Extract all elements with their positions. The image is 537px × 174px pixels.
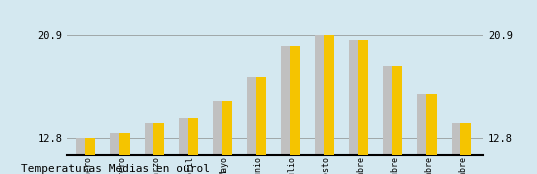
Bar <box>247 77 257 174</box>
Bar <box>290 46 300 174</box>
Text: Temperaturas Medias en ourol: Temperaturas Medias en ourol <box>21 164 211 174</box>
Bar <box>179 118 189 174</box>
Bar <box>119 133 129 174</box>
Bar <box>452 123 462 174</box>
Bar <box>154 123 164 174</box>
Bar <box>358 40 368 174</box>
Bar <box>76 138 86 174</box>
Bar <box>417 94 427 174</box>
Bar <box>349 40 359 174</box>
Bar <box>426 94 437 174</box>
Bar <box>256 77 266 174</box>
Bar <box>281 46 291 174</box>
Bar <box>383 66 394 174</box>
Bar <box>324 35 334 174</box>
Bar <box>213 101 223 174</box>
Bar <box>315 35 325 174</box>
Bar <box>392 66 402 174</box>
Bar <box>460 123 470 174</box>
Bar <box>111 133 121 174</box>
Bar <box>144 123 155 174</box>
Bar <box>187 118 198 174</box>
Bar <box>85 138 96 174</box>
Bar <box>222 101 232 174</box>
